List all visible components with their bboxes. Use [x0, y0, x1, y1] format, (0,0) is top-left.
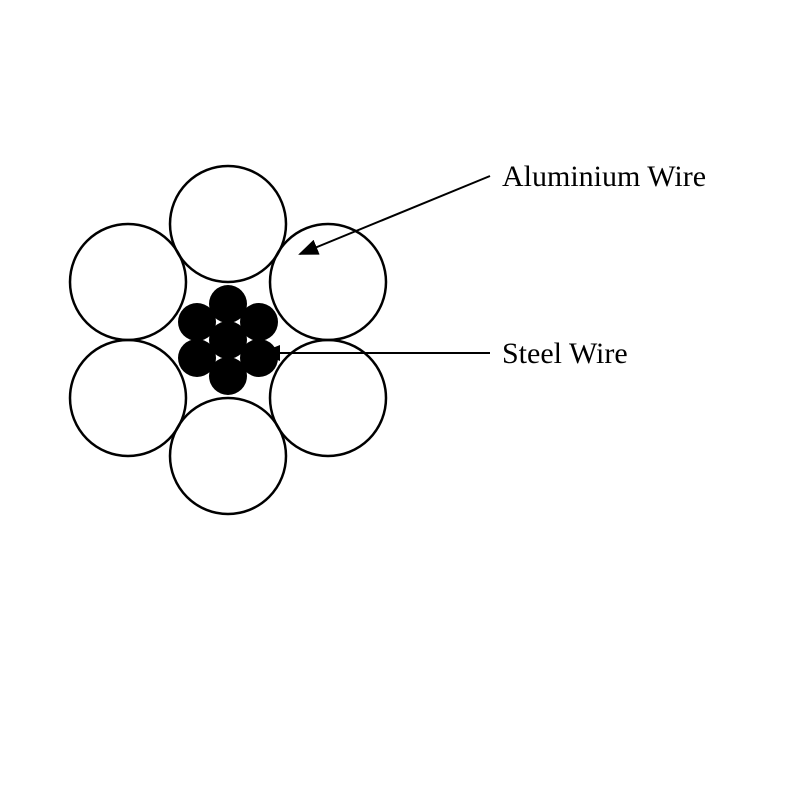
steel-wires-group [178, 285, 278, 395]
steel-wire-circle [240, 303, 278, 341]
aluminium-wire-circle [270, 224, 386, 340]
arrows-group [262, 176, 490, 353]
aluminium-wire-label: Aluminium Wire [502, 160, 706, 194]
wire-cross-section-diagram: Aluminium Wire Steel Wire [0, 0, 800, 800]
aluminium-wire-circle [170, 398, 286, 514]
aluminium-wire-circle [170, 166, 286, 282]
steel-wire-circle [178, 303, 216, 341]
aluminium-wire-circle [70, 340, 186, 456]
steel-wire-circle [178, 339, 216, 377]
diagram-svg [0, 0, 800, 800]
aluminium-wire-circle [270, 340, 386, 456]
aluminium-wire-circle [70, 224, 186, 340]
aluminium-arrow [300, 176, 490, 254]
steel-wire-label: Steel Wire [502, 337, 628, 371]
